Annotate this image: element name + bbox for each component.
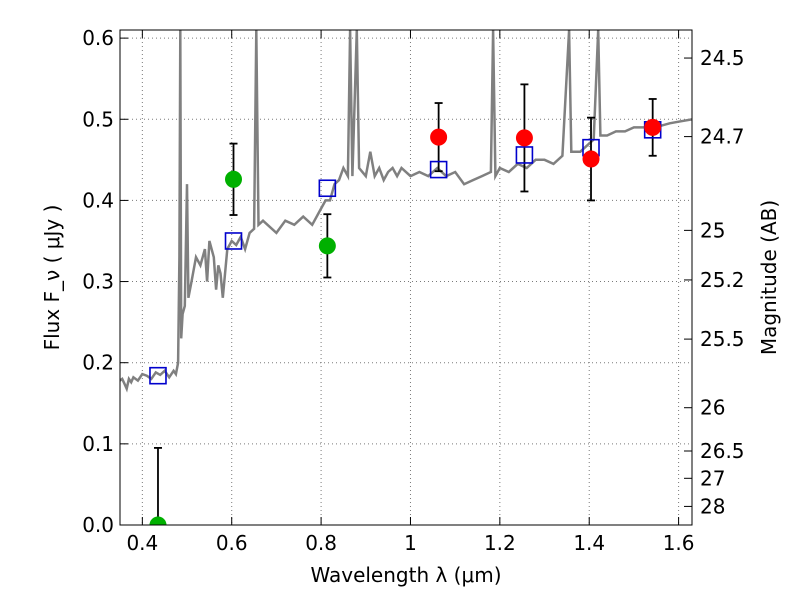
x-tick-label: 1 xyxy=(404,531,417,555)
y2-tick-label: 25.2 xyxy=(700,268,745,292)
y-axis-label: Flux F_ν ( μJy ) xyxy=(40,205,64,351)
model-spectrum xyxy=(120,30,692,393)
y2-axis-ticks: 24.5 24.7 25 25.2 25.5 26 26.5 27 28 xyxy=(684,46,745,518)
optical-flux-point xyxy=(149,516,167,525)
x-tick-label: 0.6 xyxy=(216,531,248,555)
y2-tick-label: 24.5 xyxy=(700,46,745,70)
x-tick-label: 0.4 xyxy=(126,531,158,555)
x-tick-label: 1.6 xyxy=(663,531,695,555)
nir-flux-point xyxy=(515,129,533,147)
nir-flux-point xyxy=(430,128,448,146)
y2-tick-label: 26 xyxy=(700,396,725,420)
model-band-flux-square xyxy=(318,179,337,198)
x-tick-label: 0.8 xyxy=(305,531,337,555)
optical-flux-point xyxy=(318,237,336,255)
x-axis-label: Wavelength λ (μm) xyxy=(310,563,501,587)
y-axis-ticks: 0.0 0.1 0.2 0.3 0.4 0.5 0.6 xyxy=(82,26,128,537)
y2-tick-label: 28 xyxy=(700,494,725,518)
model-band-flux-square xyxy=(149,366,167,385)
y-tick-label: 0.6 xyxy=(82,26,114,50)
y-tick-label: 0.2 xyxy=(82,351,114,375)
y-tick-label: 0.3 xyxy=(82,270,114,294)
plot-frame xyxy=(119,29,693,526)
y-tick-label: 0.4 xyxy=(82,188,114,212)
y2-tick-label: 25.5 xyxy=(700,327,745,351)
y2-axis-label: Magnitude (AB) xyxy=(757,200,781,355)
y2-tick-label: 27 xyxy=(700,466,725,490)
model-band-flux-square xyxy=(429,160,448,179)
x-tick-label: 1.2 xyxy=(484,531,516,555)
nir-flux-point xyxy=(644,118,662,136)
y-tick-label: 0.5 xyxy=(82,107,114,131)
model-band-flux-square xyxy=(515,146,534,164)
y2-tick-label: 26.5 xyxy=(700,439,745,463)
model-band-flux-square xyxy=(224,232,243,250)
model-spectrum-line xyxy=(120,30,692,393)
x-axis-ticks: 0.4 0.6 0.8 1 1.2 1.4 1.6 xyxy=(126,30,695,555)
nir-flux-point xyxy=(582,150,600,168)
y-tick-label: 0.1 xyxy=(82,432,114,456)
observed-fluxes xyxy=(149,118,662,525)
y-tick-label: 0.0 xyxy=(82,513,114,537)
y2-tick-label: 25 xyxy=(700,218,725,242)
x-tick-label: 1.4 xyxy=(573,531,605,555)
optical-flux-point xyxy=(225,170,243,188)
y2-tick-label: 24.7 xyxy=(700,125,745,149)
